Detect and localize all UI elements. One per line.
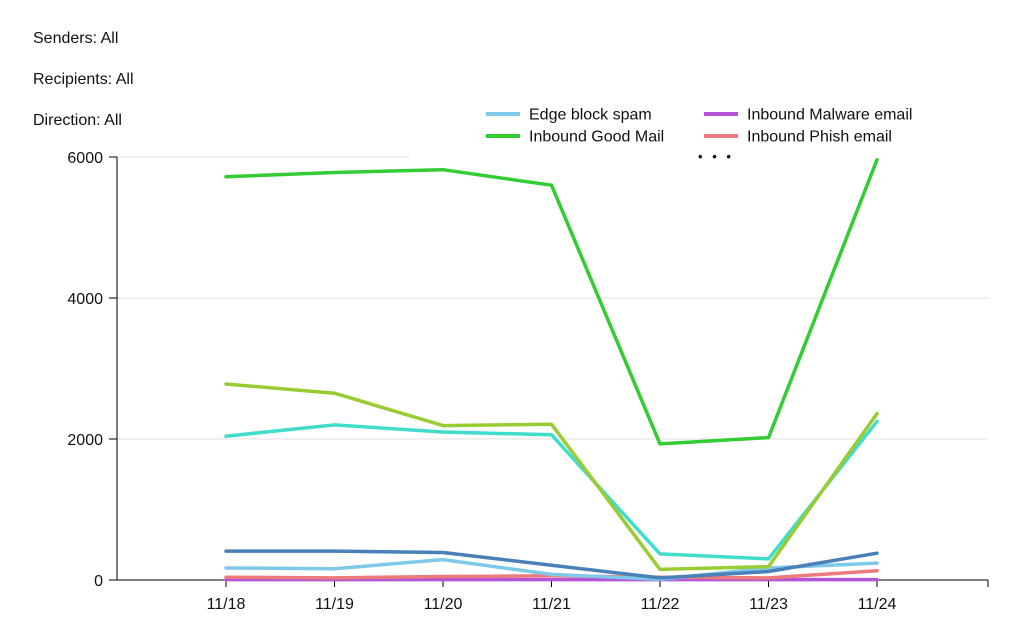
- y-tick-label: 4000: [67, 291, 103, 308]
- chart-legend[interactable]: Edge block spam Inbound Malware email Inbo…: [486, 107, 912, 146]
- series-line[interactable]: [224, 549, 879, 580]
- series-line[interactable]: [224, 419, 879, 561]
- x-tick-label: 11/18: [207, 596, 246, 613]
- x-tick-label: 11/23: [749, 596, 788, 613]
- legend-label: Inbound Malware email: [747, 107, 912, 124]
- recipients-filter: Recipients: All: [33, 71, 134, 88]
- legend-item[interactable]: Inbound Good Mail: [486, 129, 664, 146]
- y-tick-label: 2000: [67, 432, 103, 449]
- senders-filter: Senders: All: [33, 30, 119, 47]
- direction-filter: Direction: All: [33, 112, 122, 129]
- axis-layer: 0 2000 4000 6000 11/18 11/19 11/20 11/21 11/22 11…: [67, 150, 989, 613]
- legend-more-button[interactable]: • • •: [698, 149, 734, 164]
- legend-label: Edge block spam: [529, 107, 652, 124]
- series-layer: [224, 158, 879, 582]
- legend-item[interactable]: Inbound Malware email: [704, 107, 912, 124]
- legend-item[interactable]: Inbound Phish email: [704, 129, 892, 146]
- x-tick-label: 11/22: [641, 596, 680, 613]
- legend-item[interactable]: Edge block spam: [486, 107, 652, 124]
- x-tick-label: 11/24: [858, 596, 897, 613]
- series-line[interactable]: [224, 158, 879, 446]
- series-line[interactable]: [224, 382, 879, 572]
- filter-summary: Senders: All Recipients: All Direction: …: [33, 18, 134, 141]
- x-tick-label: 11/21: [532, 596, 571, 613]
- legend-label: Inbound Good Mail: [529, 129, 664, 146]
- y-tick-label: 6000: [67, 150, 103, 167]
- x-tick-label: 11/20: [424, 596, 463, 613]
- y-tick-label: 0: [94, 573, 103, 590]
- legend-label: Inbound Phish email: [747, 129, 892, 146]
- x-tick-label: 11/19: [315, 596, 354, 613]
- grid-layer: [117, 156, 988, 440]
